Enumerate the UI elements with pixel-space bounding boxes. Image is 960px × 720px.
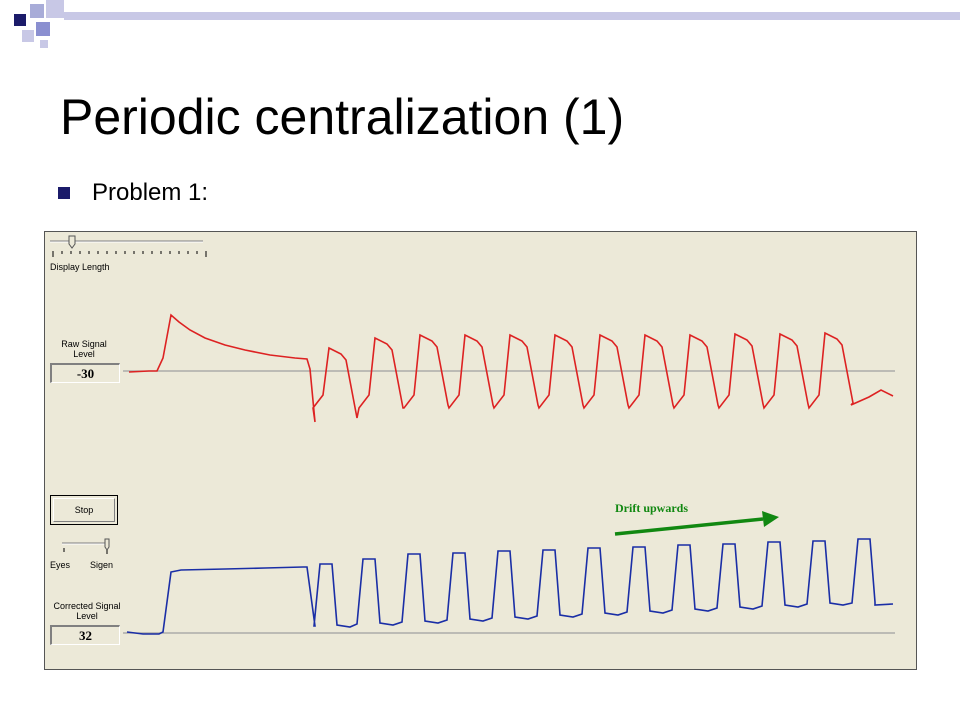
eyes-label: Eyes	[50, 560, 71, 570]
signal-app-window: Display Length Raw Signal Level -30 Stop…	[44, 231, 917, 670]
slider-thumb[interactable]	[68, 235, 76, 249]
corrected-signal-label-line1: Corrected Signal	[53, 601, 121, 611]
deco-square-mid	[36, 22, 50, 36]
stop-button-label: Stop	[53, 498, 115, 522]
slider-thumb[interactable]	[104, 538, 110, 551]
display-length-slider[interactable]	[50, 235, 207, 257]
drift-arrow-icon	[614, 511, 779, 536]
deco-square-dark	[14, 14, 26, 26]
sigen-label: Sigen	[90, 560, 114, 570]
bullet-item: Problem 1:	[58, 178, 208, 208]
raw-signal-label-line1: Raw Signal	[61, 339, 107, 349]
corrected-signal-label-line2: Level	[76, 611, 98, 621]
slider-ticks	[52, 251, 207, 257]
header-bar	[64, 12, 960, 20]
drift-annotation: Drift upwards	[615, 501, 689, 515]
raw-signal-value-box: -30	[50, 363, 120, 383]
raw-signal-trace	[128, 313, 894, 423]
deco-square-light	[46, 0, 64, 18]
deco-square-light	[22, 30, 34, 42]
raw-signal-label-line2: Level	[73, 349, 95, 359]
header-decoration	[14, 0, 960, 48]
eyes-sigen-slider[interactable]	[62, 538, 110, 554]
bullet-text: Problem 1:	[92, 179, 209, 206]
bullet-square-icon	[58, 187, 70, 199]
deco-square-light	[30, 4, 44, 18]
display-length-label: Display Length	[50, 262, 110, 272]
corrected-signal-trace	[126, 538, 894, 635]
deco-square-light	[40, 40, 48, 48]
corrected-signal-value-box: 32	[50, 625, 120, 645]
slide-title: Periodic centralization (1)	[60, 89, 625, 145]
plot-canvas	[50, 235, 895, 635]
stop-button[interactable]: Stop	[50, 495, 118, 525]
